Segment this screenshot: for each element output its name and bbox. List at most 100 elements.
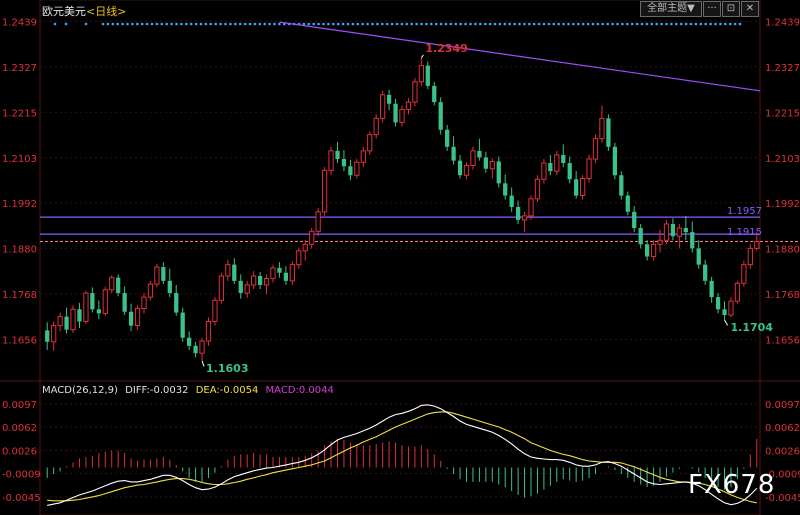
trendline-layer — [279, 21, 761, 92]
signal-dot — [650, 22, 654, 26]
signal-dot — [532, 22, 536, 26]
candle-up — [102, 289, 108, 314]
right-price-tick: 1.1992 — [765, 199, 800, 210]
candle-up — [650, 243, 657, 257]
candle-down — [393, 103, 398, 123]
signal-dot — [542, 22, 546, 26]
candle-up — [251, 275, 257, 286]
signal-dot — [626, 22, 629, 26]
left-macd-tick: 0.0026 — [2, 447, 37, 458]
signal-dot — [322, 22, 325, 26]
candle-down — [96, 309, 101, 314]
signal-dot — [709, 22, 712, 26]
dot-row — [53, 22, 742, 26]
candle-down — [128, 311, 134, 326]
candle-down — [683, 228, 688, 233]
right-macd-tick: 0.0097 — [765, 400, 800, 411]
signal-dot — [635, 22, 639, 26]
candle-down — [425, 65, 430, 86]
plot-frame — [39, 0, 761, 515]
candle-down — [167, 280, 172, 294]
candle-down — [709, 280, 714, 298]
signal-dot — [630, 22, 634, 26]
signal-dot — [434, 22, 438, 26]
more-button[interactable]: ··· — [703, 1, 721, 17]
candle-down — [193, 345, 198, 354]
close-icon[interactable]: ✕ — [741, 1, 759, 17]
signal-dot — [400, 22, 404, 26]
signal-dot — [376, 22, 379, 26]
macd-legend: MACD(26,12,9) DIFF:-0.0032 DEA:-0.0054 M… — [42, 385, 338, 396]
signal-dot — [189, 22, 193, 26]
right-macd-tick: -0.0045 — [765, 493, 800, 504]
candle-up — [676, 227, 682, 237]
signal-dot — [675, 22, 678, 26]
candle-up — [309, 230, 315, 245]
signal-dot — [454, 22, 458, 26]
right-macd-tick: 0.0062 — [765, 423, 800, 434]
signal-dot — [165, 22, 168, 26]
signal-dot — [557, 22, 560, 26]
chart-title: 欧元美元<日线> — [42, 3, 126, 19]
signal-dot — [493, 22, 497, 26]
candle-up — [747, 247, 753, 266]
candle-down — [567, 163, 572, 180]
candle-up — [147, 283, 154, 298]
candle-down — [161, 267, 166, 281]
signal-dot — [175, 22, 178, 26]
candle-down — [638, 228, 643, 245]
signal-dot — [689, 22, 693, 26]
candle-up — [109, 277, 115, 291]
candle-down — [277, 267, 282, 273]
signal-dot — [332, 22, 335, 26]
signal-dot — [728, 22, 732, 26]
signal-dot — [229, 22, 232, 26]
signal-dot — [248, 22, 252, 26]
candle-down — [451, 146, 456, 161]
candle-down — [45, 330, 50, 342]
candle-down — [606, 118, 611, 147]
candle-up — [728, 300, 734, 316]
signal-dot — [719, 22, 722, 26]
candle-down — [561, 154, 566, 164]
signal-dot — [586, 22, 590, 26]
candle-down — [670, 224, 676, 237]
candle-down — [612, 146, 617, 176]
timeframe-label: <日线> — [86, 5, 127, 18]
right-price-tick: 1.1656 — [765, 335, 800, 346]
candle-up — [354, 161, 360, 176]
candle-up — [554, 154, 560, 172]
candle-down — [257, 276, 263, 285]
candle-up — [367, 134, 373, 152]
candle-down — [116, 277, 121, 294]
candle-up — [657, 239, 663, 245]
candle-up — [270, 267, 276, 279]
signal-dot — [214, 22, 217, 26]
signal-dot — [439, 22, 443, 26]
signal-dot — [547, 22, 551, 26]
left-price-tick: 1.1880 — [2, 244, 37, 255]
candle-down — [496, 161, 501, 184]
signal-dot — [155, 22, 159, 26]
theme-dropdown-button[interactable]: 全部主题▼ — [640, 1, 702, 17]
candle-up — [599, 117, 605, 140]
signal-dot — [430, 22, 433, 26]
signal-dot — [591, 22, 595, 26]
right-macd-tick: 0.0026 — [765, 447, 800, 458]
candle-down — [483, 157, 488, 169]
symbol-name: 欧元美元 — [42, 5, 86, 18]
signal-dot — [356, 22, 360, 26]
candle-up — [51, 325, 57, 343]
signal-dot — [738, 22, 742, 26]
left-macd-tick: 0.0097 — [2, 400, 37, 411]
candle-up — [399, 108, 405, 123]
left-macd-tick: -0.0045 — [2, 493, 41, 504]
signal-dot — [111, 22, 115, 26]
candle-up — [154, 266, 160, 285]
signal-dot — [640, 22, 644, 26]
candle-down — [509, 195, 514, 207]
watermark-logo: FX678 — [688, 470, 776, 500]
left-price-tick: 1.2103 — [2, 154, 37, 165]
window-icon[interactable]: ⊡ — [722, 1, 740, 17]
